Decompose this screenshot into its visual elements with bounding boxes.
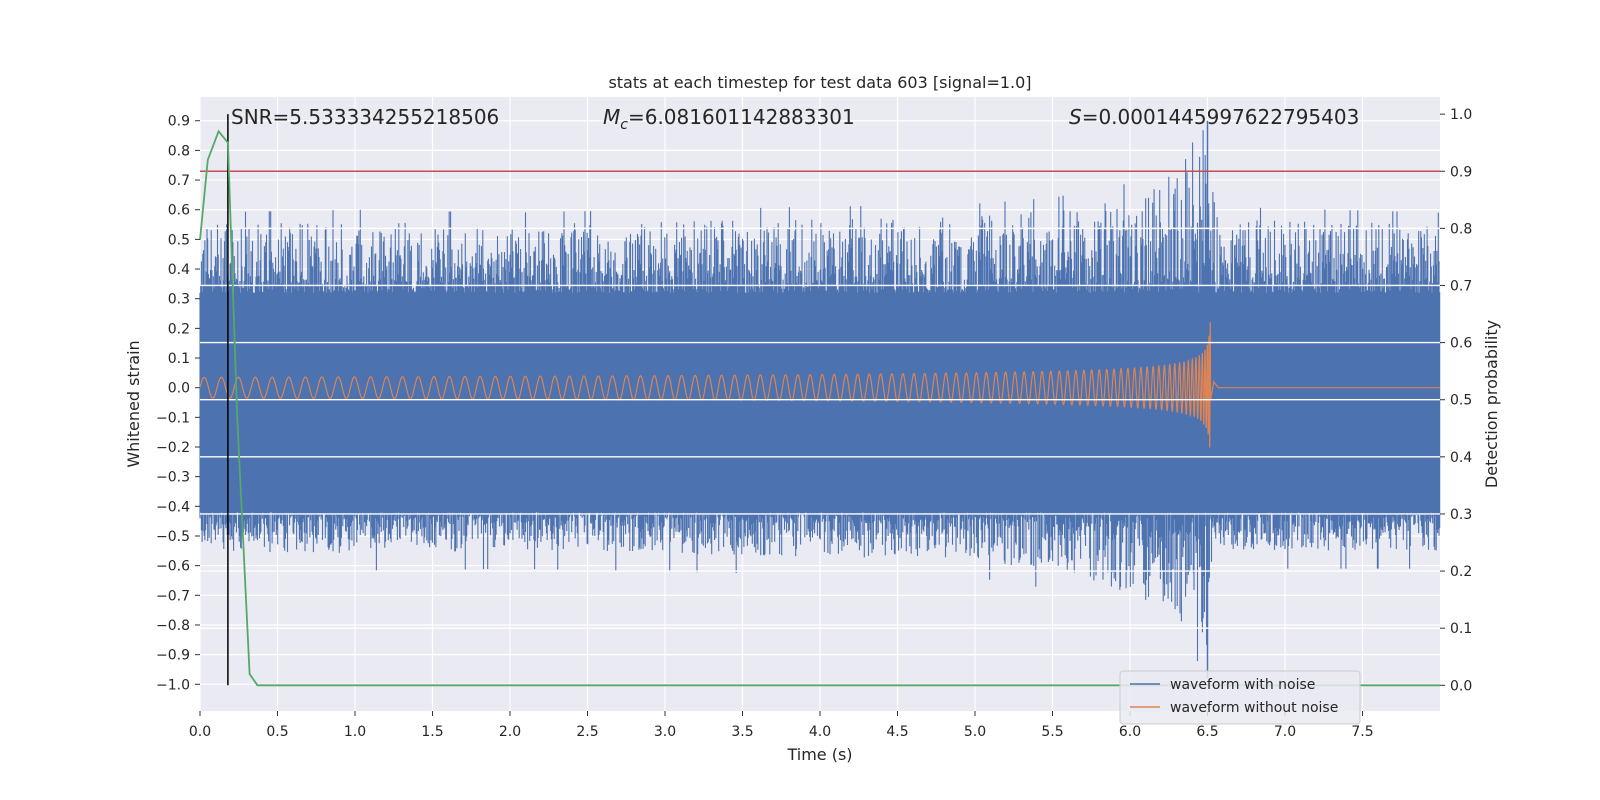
y-right-tick-label: 0.1	[1450, 621, 1472, 637]
y-left-tick-label: −0.8	[156, 618, 190, 634]
y-left-tick-label: 0.8	[168, 143, 190, 159]
x-tick-label: 1.5	[421, 724, 443, 740]
y-left-tick-label: −0.5	[156, 529, 190, 545]
chirp-mass-value: =6.081601142883301	[628, 105, 855, 129]
overlays	[200, 114, 1440, 686]
y-right-tick-label: 0.8	[1450, 221, 1472, 237]
x-tick-label: 5.0	[964, 724, 986, 740]
y-right-tick-label: 0.7	[1450, 278, 1472, 294]
x-tick-label: 0.0	[189, 724, 211, 740]
snr-annotation: SNR=5.533334255218506	[231, 105, 499, 129]
s-annotation: S=0.0001445997622795403	[1069, 105, 1359, 129]
y-left-tick-label: 0.1	[168, 351, 190, 367]
y-left-tick-label: −0.6	[156, 559, 190, 575]
legend-box	[1119, 670, 1361, 725]
x-tick-label: 7.5	[1351, 724, 1373, 740]
x-axis-label: Time (s)	[786, 745, 852, 764]
y-left-tick-label: −0.2	[156, 440, 190, 456]
y-left-tick-label: 0.6	[168, 203, 190, 219]
x-tick-label: 4.5	[886, 724, 908, 740]
legend-label-noise: waveform with noise	[1170, 677, 1315, 693]
probability-series	[199, 129, 1440, 687]
y-left-tick-label: −0.9	[156, 648, 190, 664]
x-tick-label: 6.0	[1119, 724, 1141, 740]
y-right-tick-label: 0.9	[1450, 164, 1472, 180]
y-right-tick-label: 0.0	[1450, 678, 1472, 694]
ticks: 0.0 0.5 1.0 1.5 2.0 2.5 3.0 3.5 4.0 4.5 5.0 5.5 6.0 6…	[156, 107, 1472, 740]
x-tick-label: 3.5	[731, 724, 753, 740]
y-left-tick-label: −1.0	[156, 677, 190, 693]
y-left-tick-label: 0.7	[168, 173, 190, 189]
y-right-tick-label: 0.3	[1450, 507, 1472, 523]
x-tick-label: 2.0	[499, 724, 521, 740]
y-left-tick-label: −0.1	[156, 410, 190, 426]
y-axis-label-right: Detection probability	[1482, 320, 1501, 488]
x-tick-label: 6.5	[1196, 724, 1218, 740]
x-tick-label: 5.5	[1041, 724, 1063, 740]
x-tick-label: 2.5	[576, 724, 598, 740]
y-left-tick-label: 0.5	[168, 232, 190, 248]
y-left-tick-label: −0.3	[156, 470, 190, 486]
chart-title: stats at each timestep for test data 603…	[608, 73, 1031, 92]
chirp-mass-subscript: c	[620, 117, 628, 133]
y-left-tick-label: 0.3	[168, 292, 190, 308]
chirp-mass-annotation: Mc=6.081601142883301	[603, 105, 855, 133]
y-axis-label-left: Whitened strain	[124, 340, 143, 467]
chirp-mass-symbol: M	[603, 105, 620, 129]
legend: waveform with noise waveform without noi…	[1119, 670, 1361, 725]
clean-series	[199, 322, 1440, 448]
x-tick-label: 3.0	[654, 724, 676, 740]
y-left-tick-label: −0.4	[156, 499, 190, 515]
y-left-tick-label: 0.9	[168, 114, 190, 130]
x-tick-label: 4.0	[809, 724, 831, 740]
y-right-tick-label: 0.2	[1450, 564, 1472, 580]
y-left-tick-label: 0.4	[168, 262, 190, 278]
y-right-tick-label: 1.0	[1450, 107, 1472, 123]
y-left-tick-label: 0.0	[168, 381, 190, 397]
y-right-tick-label: 0.6	[1450, 336, 1472, 352]
s-value: =0.0001445997622795403	[1082, 105, 1360, 129]
x-tick-label: 1.0	[344, 724, 366, 740]
legend-label-clean: waveform without noise	[1170, 700, 1338, 716]
y-right-tick-label: 0.4	[1450, 450, 1472, 466]
s-symbol: S	[1069, 105, 1082, 129]
x-tick-label: 0.5	[266, 724, 288, 740]
detection-probability-line	[199, 129, 1440, 687]
y-right-tick-label: 0.5	[1450, 393, 1472, 409]
y-left-tick-label: −0.7	[156, 588, 190, 604]
waveform-without-noise-line	[199, 322, 1440, 448]
x-tick-label: 7.0	[1274, 724, 1296, 740]
y-left-tick-label: 0.2	[168, 321, 190, 337]
